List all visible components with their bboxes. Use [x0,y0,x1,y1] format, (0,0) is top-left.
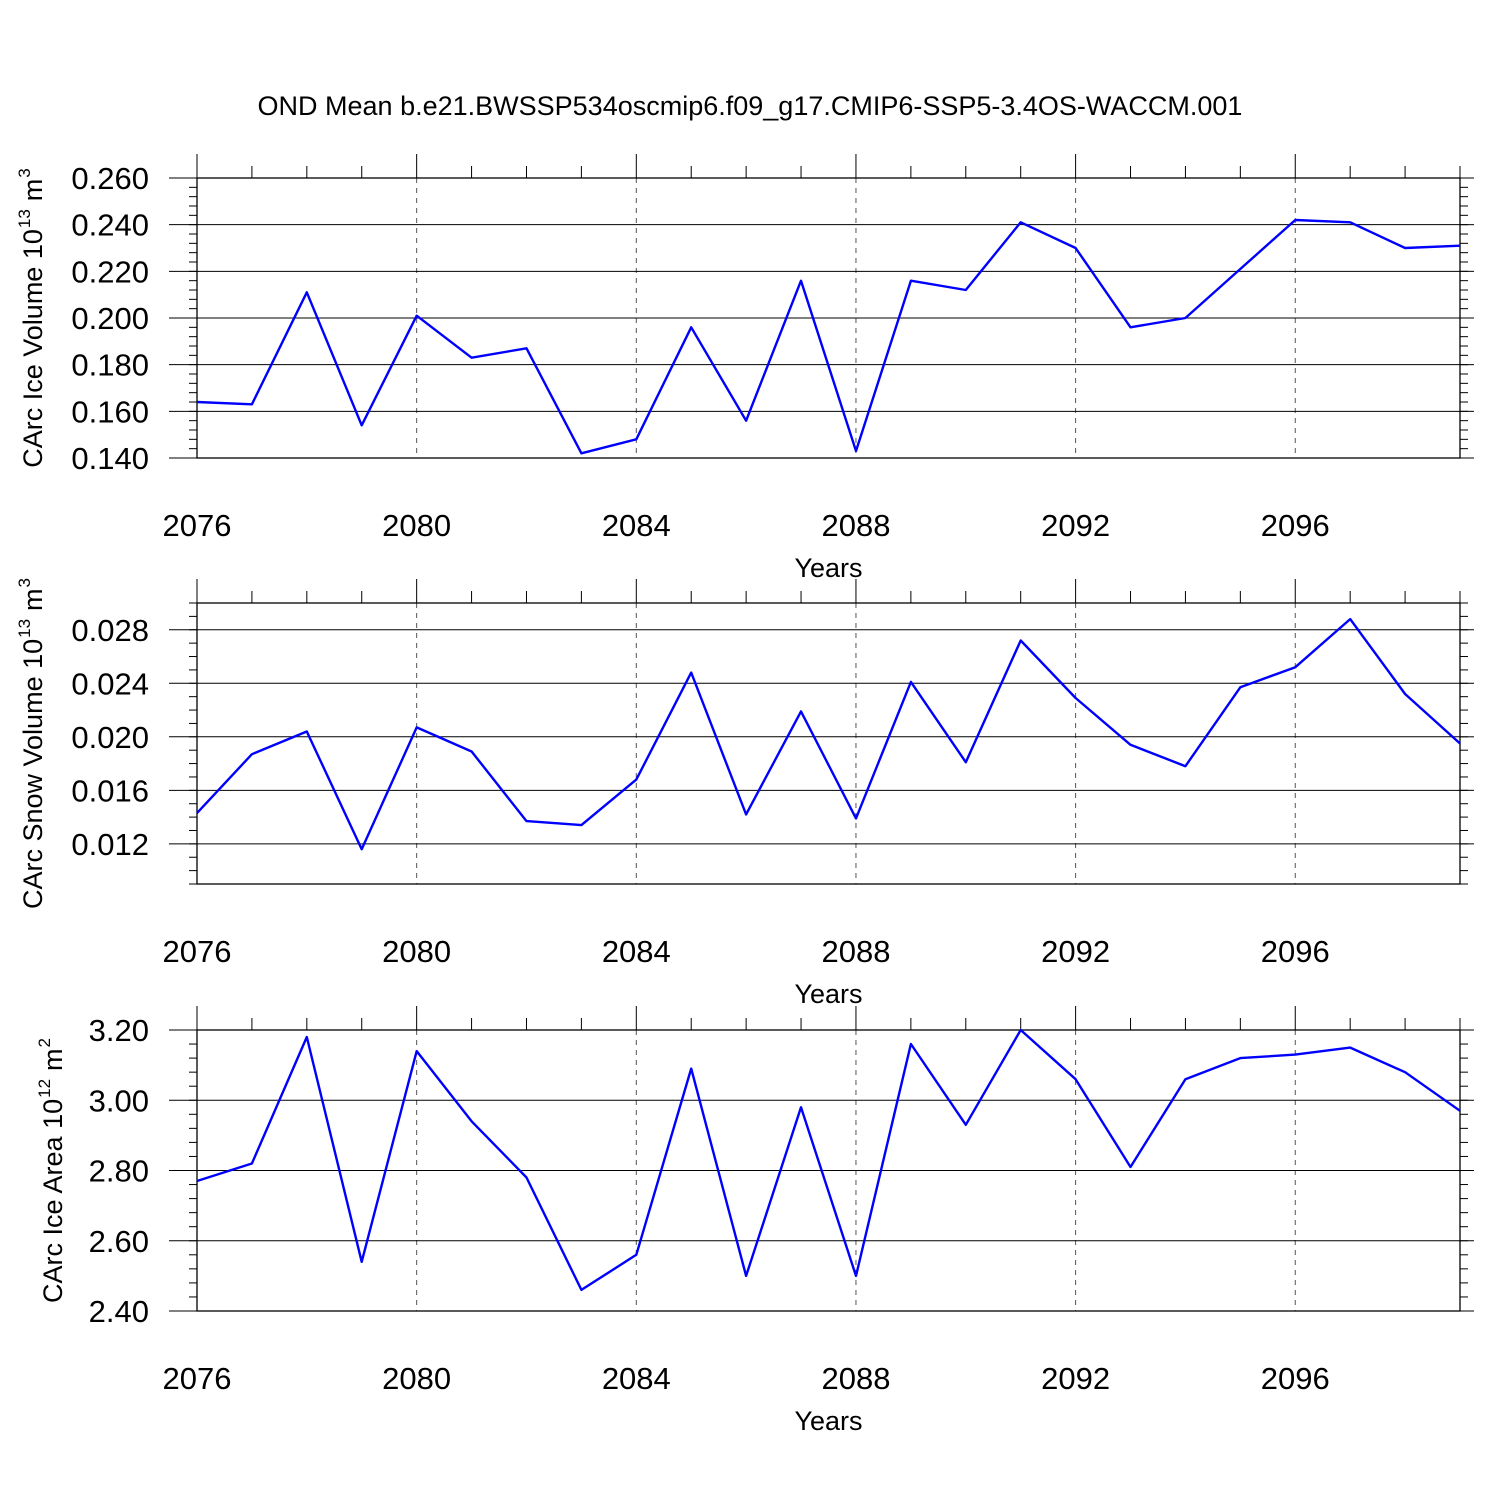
y-tick-label: 2.60 [89,1224,149,1259]
x-tick-label: 2084 [602,1361,671,1396]
x-tick-label: 2080 [382,934,451,969]
y-axis-label-unit-exponent: 3 [15,578,34,587]
y-axis-label-exponent: 13 [15,619,34,638]
x-tick-label: 2088 [821,1361,890,1396]
x-tick-label: 2088 [821,508,890,543]
y-axis-label-unit: m [18,179,48,202]
x-axis-label: Years [794,553,862,583]
chart-title: OND Mean b.e21.BWSSP534oscmip6.f09_g17.C… [258,91,1243,121]
y-axis-label: CArc Ice Area 1012 m2 [35,1038,68,1303]
x-tick-label: 2080 [382,1361,451,1396]
x-tick-label: 2076 [163,934,232,969]
series-line [196,617,1461,851]
x-tick-label: 2096 [1261,934,1330,969]
x-axis-label: Years [794,979,862,1009]
chart-panel-2: 0.012 0.016 0.020 0.024 0.028 2076 2080 2084 208… [15,578,1474,1009]
y-tick-label: 0.180 [71,348,149,383]
y-tick-label: 0.240 [71,208,149,243]
y-tick-label: 0.260 [71,161,149,196]
x-tick-label: 2092 [1041,934,1110,969]
y-axis-label-exponent: 12 [35,1079,54,1098]
y-axis-label-unit-exponent: 2 [35,1038,54,1047]
y-tick-label: 0.020 [71,720,149,755]
x-tick-label: 2080 [382,508,451,543]
series-line [196,218,1461,455]
y-axis-label-text: CArc Snow Volume 10 [18,639,48,909]
x-axis-label: Years [794,1406,862,1436]
y-tick-label: 0.200 [71,301,149,336]
y-axis-label-exponent: 13 [15,209,34,228]
chart-panel-1: 0.140 0.160 0.180 0.200 0.220 0.240 0.260 2076 2… [15,154,1474,583]
x-tick-label: 2084 [602,934,671,969]
y-axis-label-text: CArc Ice Area 10 [38,1099,68,1303]
y-tick-label: 2.80 [89,1154,149,1189]
x-tick-label: 2084 [602,508,671,543]
plot-frame [196,602,1461,885]
y-tick-label: 2.40 [89,1294,149,1329]
y-tick-label: 0.012 [71,827,149,862]
series-line [196,1028,1461,1292]
y-tick-label: 0.016 [71,773,149,808]
x-tick-label: 2092 [1041,508,1110,543]
y-tick-label: 0.024 [71,666,149,701]
y-axis-label-unit: m [38,1048,68,1071]
chart-panel-3: 2.40 2.60 2.80 3.00 3.20 2076 2080 2084 2088 2092… [35,1006,1474,1436]
x-tick-label: 2076 [163,508,232,543]
y-axis-label: CArc Snow Volume 1013 m3 [15,578,48,909]
x-tick-label: 2076 [163,1361,232,1396]
x-tick-label: 2088 [821,934,890,969]
y-axis-label: CArc Ice Volume 1013 m 3 [15,168,48,468]
y-tick-label: 3.00 [89,1083,149,1118]
x-tick-label: 2096 [1261,508,1330,543]
y-axis-label-unit-exponent: 3 [15,168,34,177]
y-tick-label: 0.028 [71,613,149,648]
x-tick-label: 2096 [1261,1361,1330,1396]
y-tick-label: 0.140 [71,441,149,476]
x-tick-label: 2092 [1041,1361,1110,1396]
y-tick-label: 3.20 [89,1013,149,1048]
y-tick-label: 0.160 [71,394,149,429]
y-axis-label-unit: m [18,588,48,611]
y-tick-label: 0.220 [71,254,149,289]
y-axis-label-text: CArc Ice Volume 10 [18,229,48,468]
